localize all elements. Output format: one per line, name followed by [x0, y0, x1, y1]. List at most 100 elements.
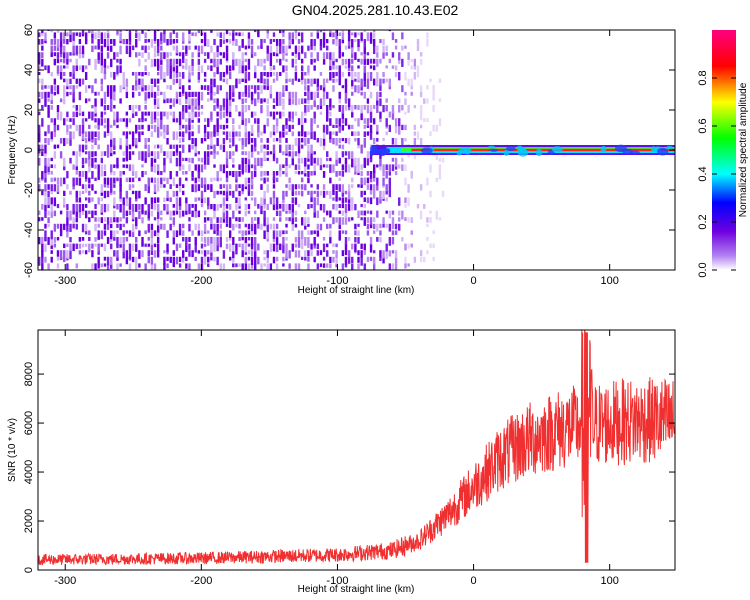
- spectrogram-noise-cell: [429, 217, 432, 223]
- spectrogram-noise-cell: [94, 131, 97, 138]
- spectrogram-noise-cell: [166, 204, 169, 212]
- spectrogram-noise-cell: [197, 98, 201, 106]
- spectrogram-noise-cell: [291, 151, 294, 159]
- spectrogram-noise-cell: [310, 52, 313, 58]
- spectrogram-noise-cell: [366, 197, 370, 204]
- spectrogram-noise-cell: [432, 256, 435, 261]
- spectrogram-noise-cell: [275, 52, 279, 57]
- spectrogram-noise-cell: [175, 39, 179, 44]
- spectrogram-noise-cell: [254, 138, 257, 147]
- spectrogram-noise-cell: [113, 91, 116, 101]
- spectrogram-noise-cell: [354, 131, 357, 137]
- spectrogram-noise-cell: [232, 256, 235, 263]
- spectrogram-noise-cell: [219, 190, 222, 195]
- spectrogram-noise-cell: [307, 171, 310, 178]
- spectrogram-noise-cell: [307, 78, 310, 84]
- spectrogram-noise-cell: [410, 171, 413, 179]
- spectrogram-noise-cell: [125, 131, 129, 139]
- spectrogram-noise-cell: [100, 111, 104, 118]
- spectrogram-noise-cell: [197, 78, 201, 83]
- spectrogram-noise-cell: [213, 98, 216, 104]
- spectrogram-noise-cell: [44, 204, 47, 212]
- spectrogram-noise-cell: [41, 85, 44, 90]
- spectrogram-noise-cell: [213, 124, 216, 134]
- spectrogram-noise-cell: [172, 230, 176, 238]
- spectrogram-noise-cell: [219, 223, 222, 229]
- spectrogram-noise-cell: [163, 72, 166, 78]
- spectrogram-noise-cell: [200, 138, 204, 144]
- spectrogram-noise-cell: [241, 111, 244, 121]
- spectrogram-noise-cell: [357, 45, 360, 52]
- spectrogram-noise-cell: [182, 190, 185, 196]
- spectrogram-noise-cell: [247, 157, 251, 165]
- spectrogram-noise-cell: [326, 30, 329, 32]
- spectrogram-noise-cell: [369, 237, 373, 245]
- spectrogram-noise-cell: [344, 250, 348, 256]
- spectrogram-noise-cell: [219, 184, 222, 189]
- spectrogram-noise-cell: [288, 204, 291, 211]
- spectrogram-noise-cell: [210, 138, 213, 146]
- spectrogram-noise-cell: [100, 65, 104, 74]
- spectrogram-noise-cell: [304, 164, 307, 174]
- spectrogram-noise-cell: [38, 138, 41, 143]
- spectrogram-noise-cell: [338, 72, 341, 80]
- spectrogram-noise-cell: [376, 197, 379, 206]
- spectrogram-noise-cell: [131, 164, 135, 172]
- spectrogram-noise-cell: [254, 223, 257, 233]
- spectrogram-noise-cell: [335, 72, 338, 77]
- spectrogram-noise-cell: [341, 171, 345, 177]
- spectrogram-noise-cell: [166, 138, 169, 145]
- spectrogram-noise-cell: [394, 72, 398, 78]
- spectrogram-noise-cell: [213, 177, 216, 181]
- spectrogram-noise-cell: [125, 118, 129, 127]
- spectrogram-noise-cell: [63, 72, 66, 76]
- spectrogram-noise-cell: [219, 164, 222, 172]
- signal-blob: [505, 146, 516, 151]
- spectrogram-noise-cell: [210, 58, 213, 64]
- spectrogram-noise-cell: [335, 171, 338, 177]
- spectrogram-noise-cell: [210, 131, 213, 138]
- spectrogram-noise-cell: [144, 230, 147, 235]
- spectrogram-noise-cell: [182, 65, 185, 69]
- spectrogram-noise-cell: [272, 124, 276, 131]
- spectrogram-noise-cell: [216, 230, 219, 236]
- spectrogram-noise-cell: [338, 91, 341, 99]
- spectrogram-noise-cell: [106, 91, 110, 97]
- spectrogram-noise-cell: [106, 190, 110, 198]
- spectrogram-noise-cell: [300, 39, 304, 43]
- spectrogram-noise-cell: [210, 217, 213, 224]
- spectrogram-noise-cell: [194, 144, 197, 153]
- spectrogram-noise-cell: [263, 39, 266, 43]
- spectrogram-noise-cell: [197, 30, 201, 34]
- spectrogram-noise-cell: [138, 91, 141, 96]
- spectrogram-noise-cell: [110, 256, 113, 265]
- spectrogram-noise-cell: [50, 256, 53, 263]
- spectrogram-noise-cell: [419, 184, 423, 191]
- spectrogram-noise-cell: [59, 111, 63, 121]
- spectrogram-noise-cell: [203, 131, 207, 138]
- spectrogram-noise-cell: [56, 177, 60, 185]
- spectrogram-noise-cell: [72, 118, 75, 126]
- spectrogram-noise-cell: [344, 230, 348, 235]
- spectrogram-noise-cell: [110, 144, 113, 153]
- spectrogram-noise-cell: [316, 30, 320, 33]
- spectrogram-noise-cell: [56, 105, 60, 112]
- spectrogram-noise-cell: [272, 230, 276, 239]
- spectrogram-noise-cell: [56, 72, 60, 76]
- spectrogram-noise-cell: [213, 91, 216, 96]
- spectrogram-noise-cell: [338, 98, 341, 104]
- spectrogram-noise-cell: [38, 30, 41, 31]
- spectrogram-noise-cell: [103, 190, 107, 199]
- spectrogram-noise-cell: [304, 237, 307, 246]
- spectrogram-noise-cell: [360, 171, 363, 177]
- spectrogram-noise-cell: [410, 91, 413, 96]
- spectrogram-noise-cell: [300, 111, 304, 120]
- spectrogram-noise-cell: [294, 138, 298, 146]
- spectrogram-noise-cell: [160, 223, 163, 230]
- spectrogram-noise-cell: [310, 118, 313, 126]
- spectrogram-noise-cell: [94, 45, 97, 50]
- spectrogram-noise-cell: [285, 204, 288, 210]
- spectrogram-noise-cell: [263, 190, 266, 199]
- spectrogram-noise-cell: [106, 52, 110, 59]
- spectrogram-noise-cell: [407, 30, 410, 31]
